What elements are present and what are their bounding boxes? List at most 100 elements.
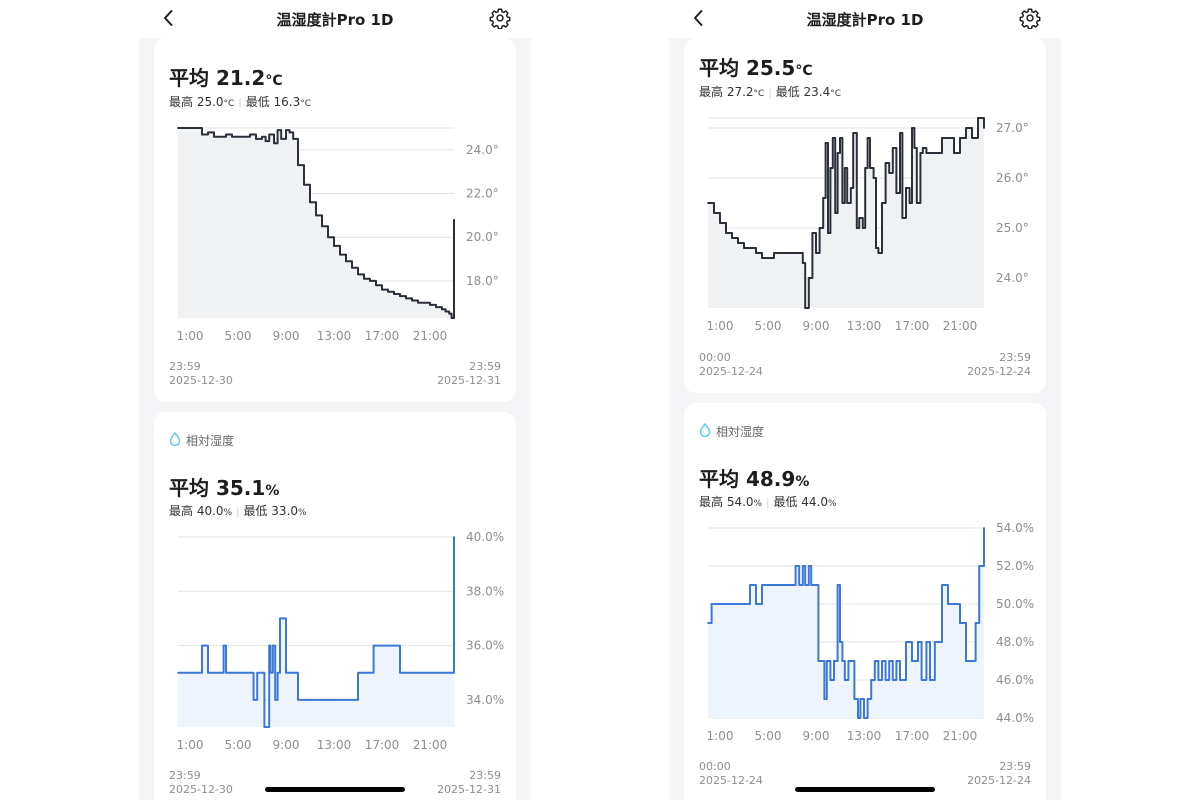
data-point <box>881 202 883 204</box>
data-point <box>411 671 413 674</box>
data-point <box>959 137 961 139</box>
data-point <box>737 603 739 605</box>
data-point <box>423 301 425 304</box>
data-point <box>836 152 839 154</box>
humidity-card[interactable]: 相対湿度 平均 48.9% 最高 54.0% | 最低 44.0% 44.0% 46.… <box>684 403 1046 800</box>
humidity-average: 平均 35.1% <box>169 476 280 500</box>
data-point <box>363 277 365 280</box>
device-title: 温湿度計Pro 1D <box>806 11 924 29</box>
range-end: 23:59 2025-12-24 <box>967 351 1031 378</box>
y-tick-label: 54.0% <box>996 521 1034 535</box>
data-point <box>807 277 810 279</box>
data-point <box>285 671 287 674</box>
x-tick-label: 17:00 <box>895 729 930 743</box>
data-point <box>847 660 850 662</box>
data-point <box>189 671 191 674</box>
data-point <box>345 260 347 263</box>
data-point <box>863 717 865 719</box>
x-tick-label: 13:00 <box>317 738 352 752</box>
data-point <box>834 212 837 214</box>
data-point <box>405 671 407 674</box>
data-point <box>822 197 825 199</box>
data-point <box>877 679 880 681</box>
range-start: 23:59 2025-12-30 <box>169 769 233 796</box>
temperature-card[interactable]: 平均 25.5°C 最高 27.2°C | 最低 23.4°C 24.0° 25.0°… <box>684 38 1046 393</box>
data-point <box>761 584 763 586</box>
data-point <box>716 603 719 605</box>
data-point <box>891 147 894 149</box>
temperature-max-min: 最高 25.0°C | 最低 16.3°C <box>169 95 312 109</box>
back-chevron-icon[interactable] <box>689 8 709 28</box>
data-point <box>321 225 323 228</box>
data-point <box>268 133 271 136</box>
series-area-fill <box>178 128 454 318</box>
data-point <box>825 660 828 662</box>
range-start: 00:00 2025-12-24 <box>699 760 763 787</box>
x-tick-label: 13:00 <box>317 329 352 343</box>
data-point <box>807 565 810 567</box>
data-point <box>947 137 949 139</box>
temperature-average: 平均 25.5°C <box>699 56 813 80</box>
data-point <box>351 266 353 269</box>
y-tick-label: 36.0% <box>466 639 504 653</box>
data-point <box>773 252 775 254</box>
data-point <box>846 202 849 204</box>
data-point <box>888 660 891 662</box>
temperature-average: 平均 21.2°C <box>169 66 283 90</box>
x-tick-label: 9:00 <box>273 329 300 343</box>
data-point <box>755 603 757 605</box>
data-point <box>399 671 401 674</box>
data-point <box>843 167 846 169</box>
data-point <box>773 584 775 586</box>
data-point <box>978 565 981 567</box>
home-indicator[interactable] <box>795 787 935 792</box>
data-point <box>372 644 375 647</box>
gear-icon[interactable] <box>489 7 511 29</box>
back-chevron-icon[interactable] <box>159 8 179 28</box>
data-point <box>852 132 855 134</box>
data-point <box>901 217 904 219</box>
data-point <box>908 202 911 204</box>
data-point <box>264 140 267 143</box>
data-point <box>831 137 834 139</box>
data-point <box>444 310 447 313</box>
data-point <box>219 671 221 674</box>
home-indicator[interactable] <box>265 787 405 792</box>
data-point <box>256 671 259 674</box>
data-point <box>261 671 263 674</box>
data-point <box>798 584 801 586</box>
humidity-label: 相対湿度 <box>186 434 235 448</box>
data-point <box>387 290 389 293</box>
data-point <box>905 187 907 189</box>
range-start: 23:59 2025-12-30 <box>169 360 233 387</box>
data-point <box>839 137 841 139</box>
x-tick-label: 13:00 <box>847 729 882 743</box>
data-point <box>801 565 804 567</box>
data-point <box>925 641 928 643</box>
data-point <box>297 698 299 701</box>
data-point <box>797 252 799 254</box>
temperature-card[interactable]: 平均 21.2°C 最高 25.0°C | 最低 16.3°C 18.0° 20.0°… <box>154 38 516 402</box>
data-point <box>935 152 937 154</box>
data-point <box>857 717 859 719</box>
data-point <box>707 202 709 204</box>
x-tick-label: 21:00 <box>943 729 978 743</box>
data-point <box>189 127 191 129</box>
humidity-card[interactable]: 相対湿度 平均 35.1% 最高 40.0% | 最低 33.0% 34.0% 36.… <box>154 412 516 800</box>
gear-icon[interactable] <box>1019 7 1041 29</box>
phone-screen-right: 温湿度計Pro 1D 平均 25.5°C 最高 27.2°C | 最低 23.4°C… <box>669 0 1061 800</box>
data-point <box>749 247 751 249</box>
temperature-chart: 24.0° 25.0° 26.0° 27.0° 1:00 5:00 9:00 13:00 17:… <box>707 117 1029 333</box>
data-point <box>231 135 233 138</box>
data-point <box>315 214 317 217</box>
data-point <box>321 698 323 701</box>
data-point <box>929 679 931 681</box>
data-point <box>345 698 347 701</box>
data-point <box>811 232 814 234</box>
x-tick-label: 17:00 <box>895 319 930 333</box>
data-point <box>231 671 233 674</box>
data-point <box>839 641 841 643</box>
data-point <box>291 671 293 674</box>
data-point <box>435 671 437 674</box>
data-point <box>375 644 377 647</box>
